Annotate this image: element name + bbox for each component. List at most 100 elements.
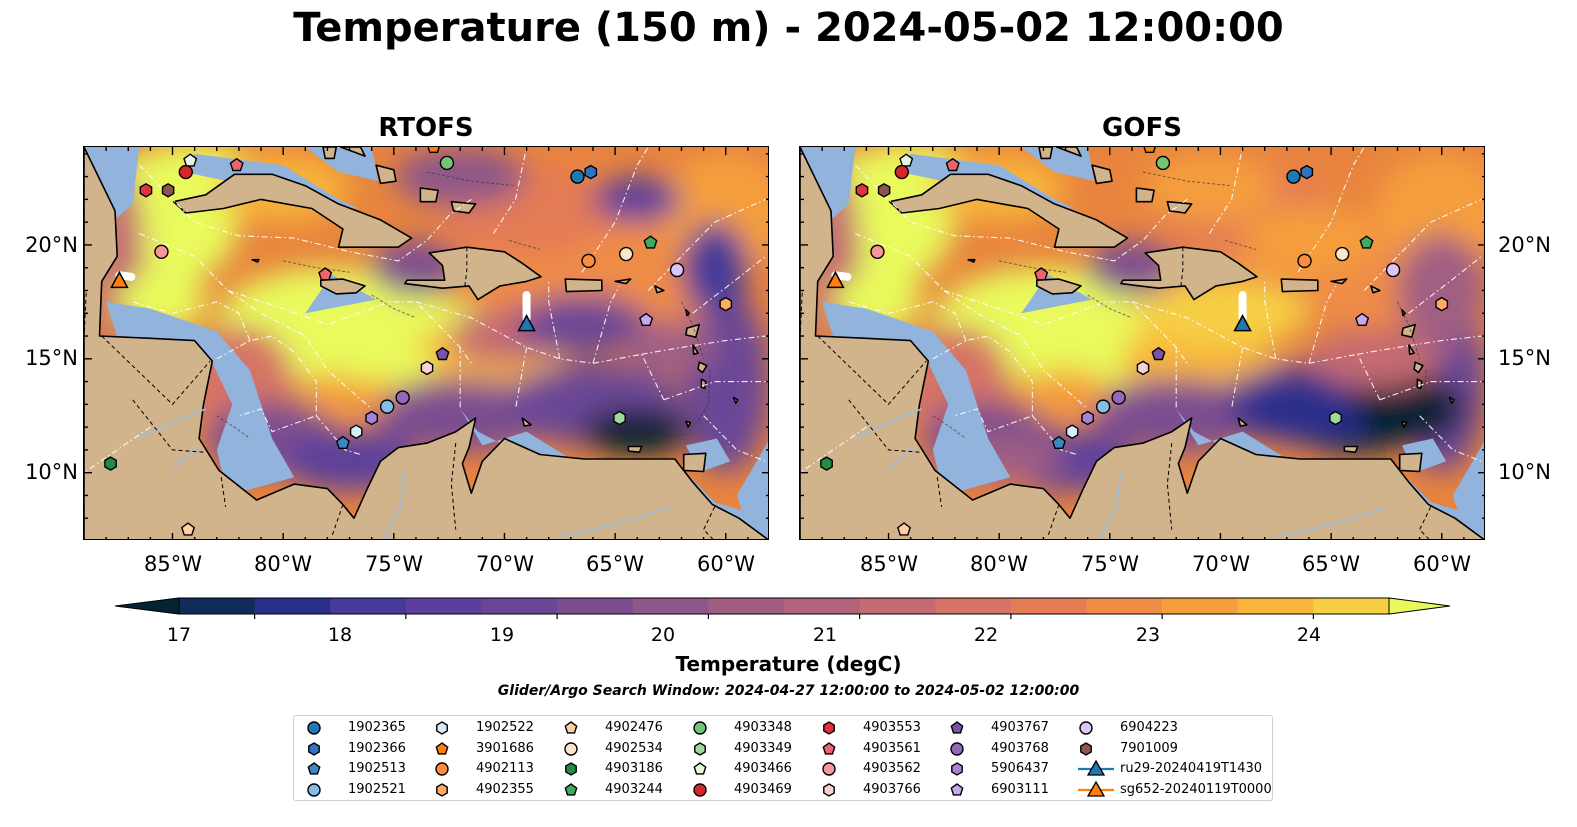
legend-marker [950, 721, 964, 734]
argo-float-marker[interactable] [1155, 155, 1171, 171]
land-puerto-rico [1280, 278, 1319, 293]
argo-float-marker[interactable] [618, 246, 634, 262]
argo-float-marker[interactable] [584, 164, 598, 180]
legend-marker [564, 721, 578, 734]
land-tci [1166, 200, 1193, 214]
argo-float-marker[interactable] [1355, 312, 1370, 327]
argo-float-marker[interactable] [1286, 169, 1301, 184]
argo-float-marker[interactable] [896, 522, 912, 536]
lon-label-70w: 70°W [476, 552, 534, 576]
float-legend-icon [951, 762, 963, 776]
legend-label: ru29-20240419T1430 [1120, 761, 1263, 776]
legend-label: 4902534 [605, 740, 663, 756]
glider-marker[interactable] [826, 270, 845, 289]
land-anguilla [654, 285, 665, 294]
argo-float-marker[interactable] [183, 153, 198, 167]
argo-float-marker[interactable] [1359, 235, 1374, 249]
argo-float-marker[interactable] [420, 360, 434, 376]
argo-float-marker[interactable] [877, 182, 891, 198]
argo-float-marker[interactable] [1065, 424, 1079, 440]
argo-float-marker[interactable] [1111, 390, 1126, 405]
map-gofs[interactable] [799, 146, 1485, 540]
argo-float-marker[interactable] [139, 182, 153, 198]
argo-float-marker[interactable] [1329, 410, 1342, 426]
argo-float-marker[interactable] [435, 346, 450, 361]
argo-float-marker[interactable] [719, 296, 733, 312]
map-ticks [84, 147, 768, 539]
argo-float-marker[interactable] [154, 244, 169, 259]
legend-marker [307, 762, 321, 775]
glider-marker[interactable] [517, 314, 536, 332]
legend-label: 1902365 [348, 720, 406, 735]
argo-float-marker[interactable] [1300, 164, 1314, 180]
land-bahamas2 [1055, 147, 1082, 157]
glider-marker[interactable] [110, 270, 129, 289]
land-margarita [627, 445, 643, 454]
argo-float-marker[interactable] [180, 522, 196, 536]
argo-float-marker[interactable] [229, 157, 244, 172]
argo-float-marker[interactable] [1334, 246, 1350, 262]
argo-float-marker[interactable] [820, 456, 833, 471]
argo-float-marker[interactable] [427, 147, 440, 154]
land-lesser4 [1413, 361, 1424, 374]
argo-float-marker[interactable] [570, 169, 585, 184]
land-trinidad [682, 452, 707, 473]
argo-float-marker[interactable] [669, 262, 685, 278]
land [800, 147, 1484, 539]
land-lesser3 [1408, 344, 1415, 355]
legend-label: 6903111 [991, 781, 1049, 797]
argo-float-marker[interactable] [1435, 296, 1449, 312]
legend-marker [822, 762, 836, 776]
argo-float-marker[interactable] [349, 424, 363, 440]
map-rtofs[interactable] [83, 146, 769, 540]
search-window-text: Glider/Argo Search Window: 2024-04-27 12… [497, 683, 1080, 699]
argo-float-marker[interactable] [1051, 435, 1066, 449]
argo-float-marker[interactable] [945, 157, 960, 172]
argo-float-marker[interactable] [1034, 267, 1049, 281]
colorbar [115, 597, 1451, 619]
argo-float-marker[interactable] [1095, 399, 1111, 414]
land-central-america [84, 147, 768, 539]
argo-float-marker[interactable] [161, 182, 175, 198]
argo-float-marker[interactable] [318, 267, 333, 281]
argo-float-marker[interactable] [1297, 253, 1312, 269]
land [84, 147, 768, 539]
argo-float-marker[interactable] [613, 410, 626, 426]
land-grenada [685, 420, 692, 428]
land-lesser3 [692, 344, 699, 355]
argo-float-marker[interactable] [379, 399, 395, 414]
argo-float-marker[interactable] [639, 312, 654, 327]
legend-marker [435, 741, 449, 755]
argo-float-marker[interactable] [395, 390, 410, 405]
argo-float-marker[interactable] [104, 456, 117, 471]
colorbar-bin [708, 598, 785, 614]
argo-float-marker[interactable] [1136, 360, 1150, 376]
float-legend-icon [435, 762, 449, 776]
legend-label: 4903349 [734, 740, 792, 756]
argo-float-marker[interactable] [1151, 346, 1166, 361]
argo-float-marker[interactable] [1081, 410, 1094, 426]
legend-label: 1902522 [476, 720, 534, 735]
glider-marker[interactable] [1233, 314, 1252, 332]
argo-float-marker[interactable] [365, 410, 378, 426]
land-hispaniola [1120, 246, 1258, 301]
argo-float-marker[interactable] [855, 182, 869, 198]
land-cuba [172, 173, 413, 248]
land-trinidad [1398, 452, 1423, 473]
argo-float-marker[interactable] [439, 155, 455, 171]
argo-float-marker[interactable] [1143, 147, 1156, 154]
lat-label-15n-right: 15°N [1498, 346, 1551, 370]
argo-float-marker[interactable] [899, 153, 914, 167]
argo-float-marker[interactable] [643, 235, 658, 249]
argo-float-marker[interactable] [335, 435, 350, 449]
figure-title: Temperature (150 m) - 2024-05-02 12:00:0… [293, 5, 1284, 51]
argo-float-marker[interactable] [178, 164, 193, 180]
argo-float-marker[interactable] [870, 244, 885, 259]
argo-float-marker[interactable] [1385, 262, 1401, 278]
lat-label-15n: 15°N [25, 346, 78, 370]
legend-marker [1080, 741, 1092, 756]
lat-label-10n: 10°N [25, 460, 78, 484]
argo-float-marker[interactable] [581, 253, 596, 269]
bathymetry-contours [216, 171, 711, 439]
argo-float-marker[interactable] [894, 164, 909, 180]
